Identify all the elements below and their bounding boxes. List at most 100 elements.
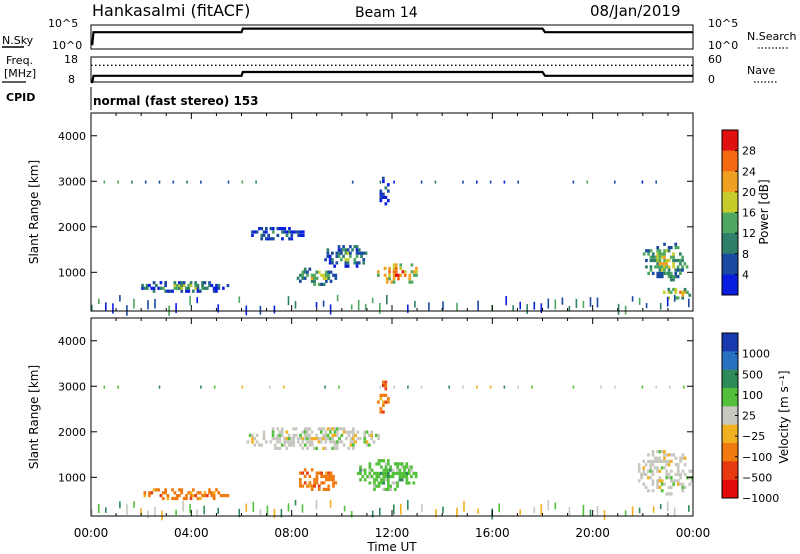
data-cell [278, 440, 282, 444]
data-cell [363, 440, 367, 444]
data-cell [517, 180, 519, 184]
data-cell [327, 270, 331, 274]
data-cell [681, 485, 685, 489]
data-cell [285, 440, 289, 444]
data-cell [572, 385, 575, 389]
data-cell [387, 459, 390, 463]
data-cell [147, 510, 149, 519]
data-cell [251, 230, 254, 234]
data-cell [320, 471, 323, 475]
data-cell [654, 255, 657, 259]
data-cell [166, 496, 170, 501]
data-cell [651, 469, 655, 473]
data-cell [658, 469, 662, 473]
x-axis-label: Time UT [366, 540, 417, 554]
data-cell [351, 180, 354, 184]
colorbar-tick-label: 4 [742, 268, 749, 281]
data-cell [322, 474, 326, 478]
data-cell [315, 433, 318, 437]
data-cell [159, 494, 163, 498]
data-cell [251, 440, 254, 444]
data-cell [196, 297, 198, 304]
data-cell [288, 227, 291, 231]
data-cell [117, 385, 119, 389]
data-cell [332, 474, 335, 478]
data-cell [344, 258, 348, 262]
data-cell [596, 297, 599, 308]
data-cell [252, 501, 255, 512]
data-cell [175, 509, 177, 516]
data-cell [672, 262, 675, 266]
data-cell [313, 437, 316, 441]
data-cell [368, 481, 372, 485]
data-cell [303, 267, 307, 271]
data-cell [349, 440, 353, 444]
data-cell [329, 437, 332, 441]
data-cell [655, 385, 657, 389]
data-cell [667, 265, 671, 269]
data-cell [278, 227, 282, 231]
data-cell [392, 273, 396, 277]
data-cell [589, 297, 592, 307]
data-cell [642, 466, 646, 470]
data-cell [340, 440, 344, 444]
data-cell [379, 189, 383, 193]
data-cell [352, 430, 355, 434]
data-cell [203, 494, 207, 498]
data-cell [382, 393, 385, 397]
data-cell [363, 430, 367, 434]
nsearch-tick-bottom: 10^0 [708, 39, 738, 52]
power-ylabel: Slant Range [km] [27, 160, 41, 264]
data-cell [379, 199, 383, 203]
data-cell [387, 487, 390, 491]
data-cell [669, 385, 671, 389]
data-cell [400, 465, 404, 469]
data-cell [365, 440, 369, 444]
y-tick-label: 1000 [58, 266, 86, 279]
data-cell [666, 296, 669, 307]
velocity-ylabel: Slant Range [km] [27, 365, 41, 469]
data-cell [158, 180, 161, 184]
data-cell [333, 440, 337, 444]
data-cell [375, 462, 379, 466]
data-cell [329, 440, 332, 444]
data-cell [280, 430, 284, 434]
data-cell [398, 468, 402, 472]
data-cell [660, 271, 664, 275]
data-cell [285, 437, 289, 441]
velocity-cells [91, 380, 694, 521]
data-cell [337, 251, 341, 255]
data-cell [175, 286, 179, 290]
data-cell [189, 295, 191, 306]
data-cell [210, 491, 214, 495]
data-cell [674, 463, 678, 467]
data-cell [283, 443, 286, 447]
data-cell [670, 479, 673, 483]
data-cell [326, 427, 330, 431]
data-cell [617, 303, 620, 315]
data-cell [317, 270, 321, 274]
data-cell [331, 446, 334, 450]
data-cell [213, 385, 216, 389]
colorbar-tick-label: 8 [742, 248, 749, 261]
data-cell [663, 453, 666, 457]
data-cell [255, 433, 259, 437]
data-cell [161, 510, 163, 521]
data-cell [383, 273, 387, 277]
data-cell [380, 459, 383, 463]
data-cell [393, 471, 397, 475]
data-cell [253, 443, 257, 447]
data-cell [306, 471, 309, 475]
data-cell [420, 180, 423, 184]
data-cell [688, 482, 692, 486]
data-cell [325, 487, 328, 491]
data-cell [217, 491, 221, 495]
data-cell [292, 437, 296, 441]
colorbar-swatch [722, 150, 738, 172]
y-tick-label: 3000 [58, 380, 86, 393]
data-cell [355, 264, 359, 268]
data-cell [278, 437, 282, 441]
data-cell [371, 510, 374, 518]
data-cell [306, 430, 309, 434]
data-cell [303, 481, 307, 485]
